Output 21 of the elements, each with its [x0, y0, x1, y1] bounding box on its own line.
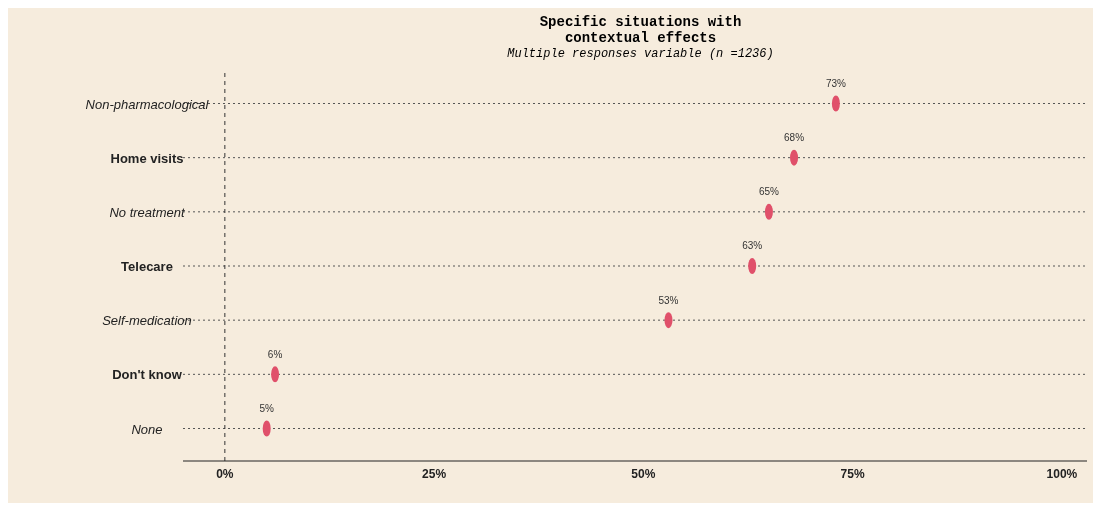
- data-label: 65%: [758, 186, 780, 198]
- data-label: 73%: [825, 77, 846, 89]
- x-tick-label: 50%: [631, 466, 656, 481]
- chart-title: Specific situations with contextual effects: [538, 14, 743, 46]
- y-tick-label: Telecare: [121, 259, 173, 274]
- data-label: 6%: [267, 348, 283, 360]
- y-tick-label: Home visits: [110, 150, 184, 166]
- data-label: 63%: [742, 240, 763, 252]
- x-tick-label: 0%: [216, 466, 234, 481]
- y-tick-label: None: [131, 421, 163, 437]
- data-label: 53%: [658, 294, 679, 306]
- chart-subtitle: Multiple responses variable (n =1236): [506, 47, 775, 61]
- x-tick-label: 25%: [422, 466, 447, 481]
- data-label: 68%: [784, 132, 805, 144]
- y-tick-label: Don't know: [112, 367, 183, 383]
- x-tick-label: 100%: [1046, 466, 1078, 481]
- x-tick-label: 75%: [840, 466, 865, 481]
- y-tick-label: Non-pharmacological: [85, 96, 210, 112]
- y-tick-label: Self-medication: [102, 313, 192, 329]
- y-tick-label: No treatment: [109, 204, 186, 220]
- data-label: 5%: [259, 402, 275, 414]
